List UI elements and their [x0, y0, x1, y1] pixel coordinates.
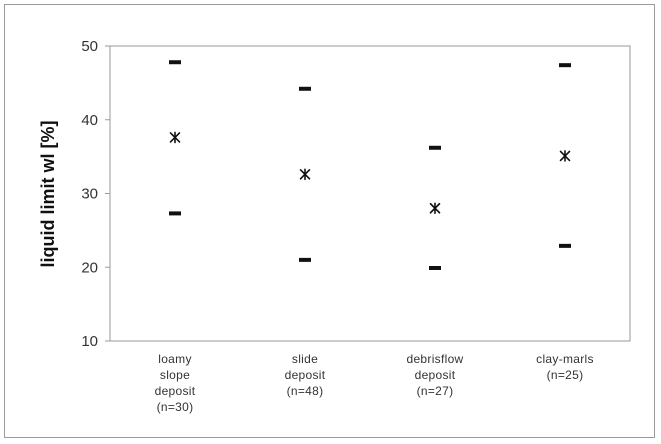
y-tick-label: 50	[81, 38, 98, 55]
x-axis: loamy slope deposit (n=30) slide deposit (n=48…	[155, 352, 594, 414]
data-marks	[169, 60, 571, 270]
marker-mean	[429, 202, 441, 215]
marker-max	[169, 60, 181, 65]
category-label-line: deposit	[415, 368, 456, 382]
y-tick-label: 10	[81, 333, 98, 350]
category-label: clay-marls (n=25)	[536, 352, 594, 382]
y-tick-label: 30	[81, 186, 98, 203]
marker-max	[299, 86, 311, 91]
category-label-line: slide	[292, 352, 318, 366]
plot-area	[109, 45, 631, 342]
category-label: slide deposit (n=48)	[285, 352, 326, 398]
marker-max	[429, 145, 441, 150]
marker-max	[559, 63, 571, 68]
marker-mean	[299, 168, 311, 181]
category-label: debrisflow deposit (n=27)	[406, 352, 463, 398]
marker-min	[299, 257, 311, 262]
category-label-line: clay-marls	[536, 352, 594, 366]
category-label-line: (n=30)	[157, 400, 194, 414]
category-label-line: (n=25)	[547, 368, 584, 382]
category-label-line: debrisflow	[406, 352, 463, 366]
chart-frame	[4, 4, 655, 438]
category-label-line: (n=48)	[287, 384, 324, 398]
category-label-line: loamy	[158, 352, 192, 366]
marker-mean	[169, 131, 181, 144]
marker-min	[429, 265, 441, 270]
category-label-line: deposit	[285, 368, 326, 382]
category-label-line: deposit	[155, 384, 196, 398]
category-label-line: (n=27)	[417, 384, 454, 398]
marker-min	[169, 211, 181, 216]
y-axis-title: liquid limit wl [%]	[38, 121, 58, 268]
marker-mean	[559, 150, 571, 162]
category-label: loamy slope deposit (n=30)	[155, 352, 196, 414]
marker-min	[559, 243, 571, 248]
y-axis: 10 20 30 40 50	[81, 38, 110, 350]
category-label-line: slope	[160, 368, 190, 382]
y-tick-label: 40	[81, 112, 98, 129]
y-tick-label: 20	[81, 259, 98, 276]
